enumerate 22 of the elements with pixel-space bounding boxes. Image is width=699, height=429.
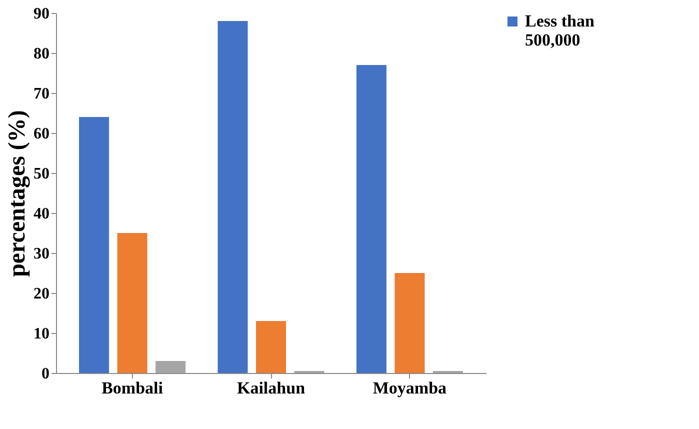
- bar: [356, 65, 386, 373]
- bar: [394, 273, 425, 373]
- x-tick-label: Moyamba: [372, 378, 448, 398]
- x-tick-label: Kailahun: [236, 378, 306, 398]
- y-tick-label: 20: [34, 286, 50, 302]
- y-tick-label: 70: [34, 86, 50, 102]
- bar: [117, 233, 148, 373]
- y-tick-label: 60: [34, 126, 50, 142]
- x-tick-label: Bombali: [102, 378, 164, 398]
- y-tick-label: 30: [34, 246, 50, 262]
- y-tick-label: 50: [34, 166, 50, 182]
- bar: [156, 361, 186, 373]
- legend-label: Less than 500,000: [525, 12, 595, 50]
- y-axis-title: percentages (%): [4, 110, 30, 277]
- bar: [218, 21, 248, 373]
- y-tick-label: 40: [34, 206, 50, 222]
- bar: [79, 117, 110, 373]
- y-tick-label: 0: [42, 366, 50, 382]
- y-tick-label: 90: [34, 6, 50, 22]
- y-tick-label: 80: [34, 46, 50, 62]
- y-tick-label: 10: [34, 326, 50, 342]
- bar: [256, 321, 286, 373]
